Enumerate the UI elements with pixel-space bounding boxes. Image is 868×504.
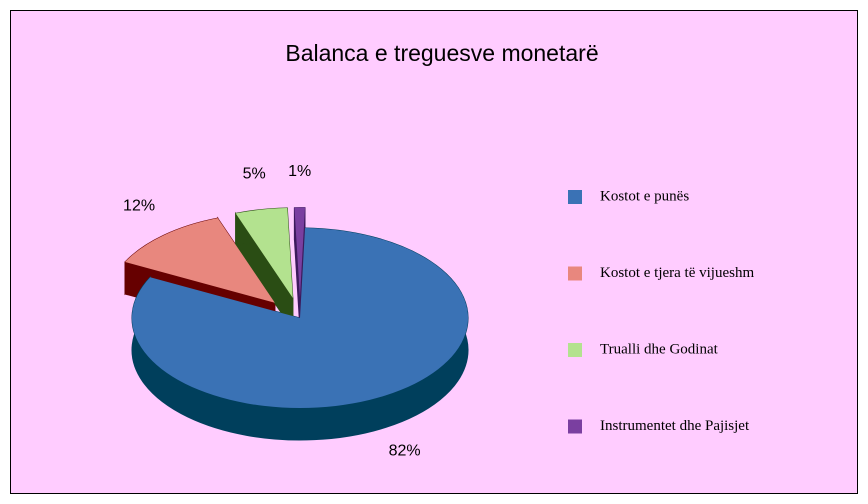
chart-title: Balanca e treguesve monetarë	[285, 40, 598, 66]
legend-swatch	[568, 266, 582, 281]
legend-label: Kostot e punës	[600, 188, 689, 204]
legend-label: Kostot e tjera të vijueshm	[600, 265, 754, 281]
pie-slice	[125, 218, 275, 303]
pie-tops	[125, 207, 468, 409]
data-label: 1%	[288, 163, 311, 180]
legend: Kostot e punës Kostot e tjera të vijueshm…	[568, 188, 754, 434]
data-label: 5%	[243, 166, 266, 183]
pie-slice	[235, 208, 293, 299]
legend-label: Trualli dhe Godinat	[600, 341, 719, 357]
pie-slice	[294, 207, 305, 298]
data-label: 12%	[123, 198, 155, 215]
pie-labels: 82% 12% 5% 1%	[123, 163, 421, 459]
legend-label: Instrumentet dhe Pajisjet	[600, 418, 750, 434]
data-label: 82%	[389, 443, 421, 460]
legend-swatch	[568, 343, 582, 357]
legend-swatch	[568, 419, 582, 434]
pie-slice	[132, 228, 468, 409]
legend-swatch	[568, 190, 582, 204]
